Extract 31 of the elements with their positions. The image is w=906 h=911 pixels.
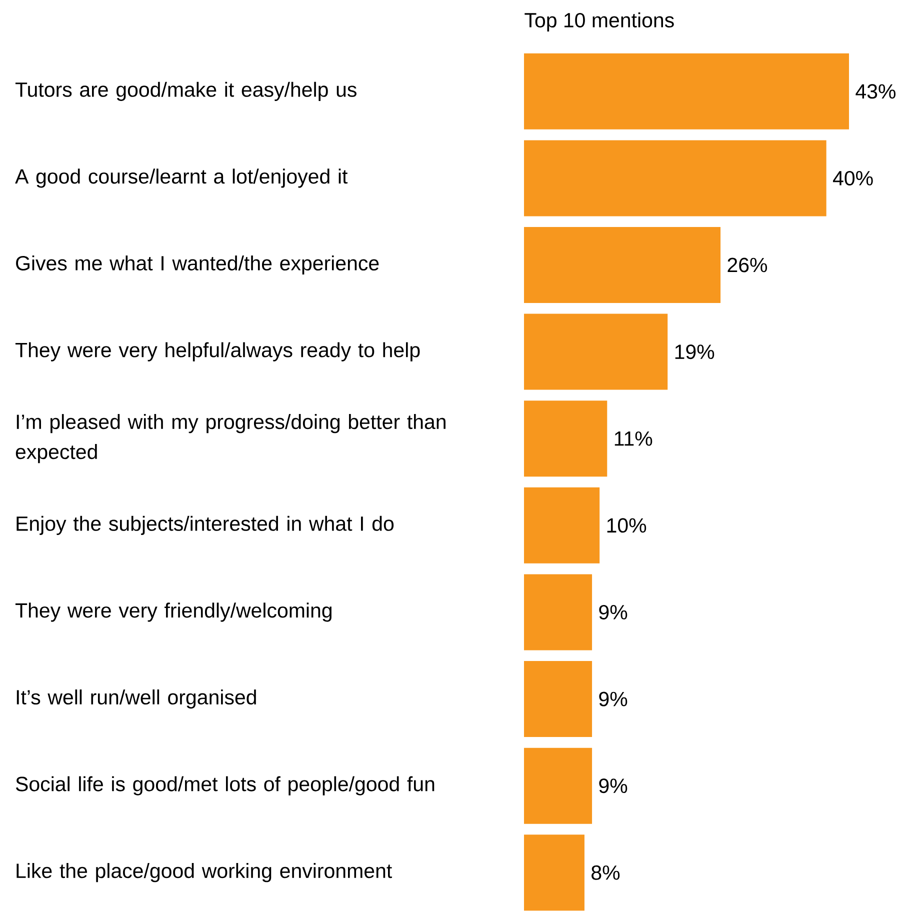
- data-label: 19%: [675, 344, 714, 360]
- y-tick-label: They were very helpful/always ready to help: [15, 342, 420, 362]
- bar: [524, 400, 608, 477]
- data-label: 26%: [728, 258, 768, 272]
- bar: [524, 314, 668, 390]
- data-label: 40%: [832, 170, 873, 186]
- data-label: 11%: [614, 431, 652, 446]
- bar: [524, 661, 592, 738]
- bar: [524, 834, 584, 911]
- y-tick-label: A good course/learnt a lot/enjoyed it: [15, 168, 348, 188]
- bar: [524, 53, 849, 130]
- bar: [524, 748, 592, 824]
- y-tick-label: They were very friendly/welcoming: [15, 602, 332, 622]
- data-label: 9%: [599, 778, 628, 794]
- data-label: 9%: [599, 692, 628, 706]
- data-label: 10%: [607, 518, 646, 533]
- data-label: 9%: [599, 604, 628, 620]
- y-tick-label: Like the place/good working environment: [16, 863, 392, 882]
- data-label: 8%: [592, 865, 620, 880]
- y-tick-label: I’m pleased with my progress/doing better than expected: [16, 414, 446, 464]
- bar: [524, 574, 592, 650]
- y-tick-label: Enjoy the subjects/interested in what I do: [16, 516, 394, 535]
- chart-title: Top 10 mentions: [524, 12, 674, 32]
- y-tick-label: Tutors are good/make it easy/help us: [15, 82, 356, 101]
- data-label: 43%: [856, 84, 896, 99]
- y-tick-label: It’s well run/well organised: [16, 689, 256, 709]
- bar: [524, 140, 826, 216]
- y-tick-label: Gives me what I wanted/the experience: [16, 255, 379, 275]
- bar: [524, 487, 600, 564]
- y-tick-label: Social life is good/met lots of people/good fun: [16, 776, 434, 796]
- bar: [524, 227, 721, 304]
